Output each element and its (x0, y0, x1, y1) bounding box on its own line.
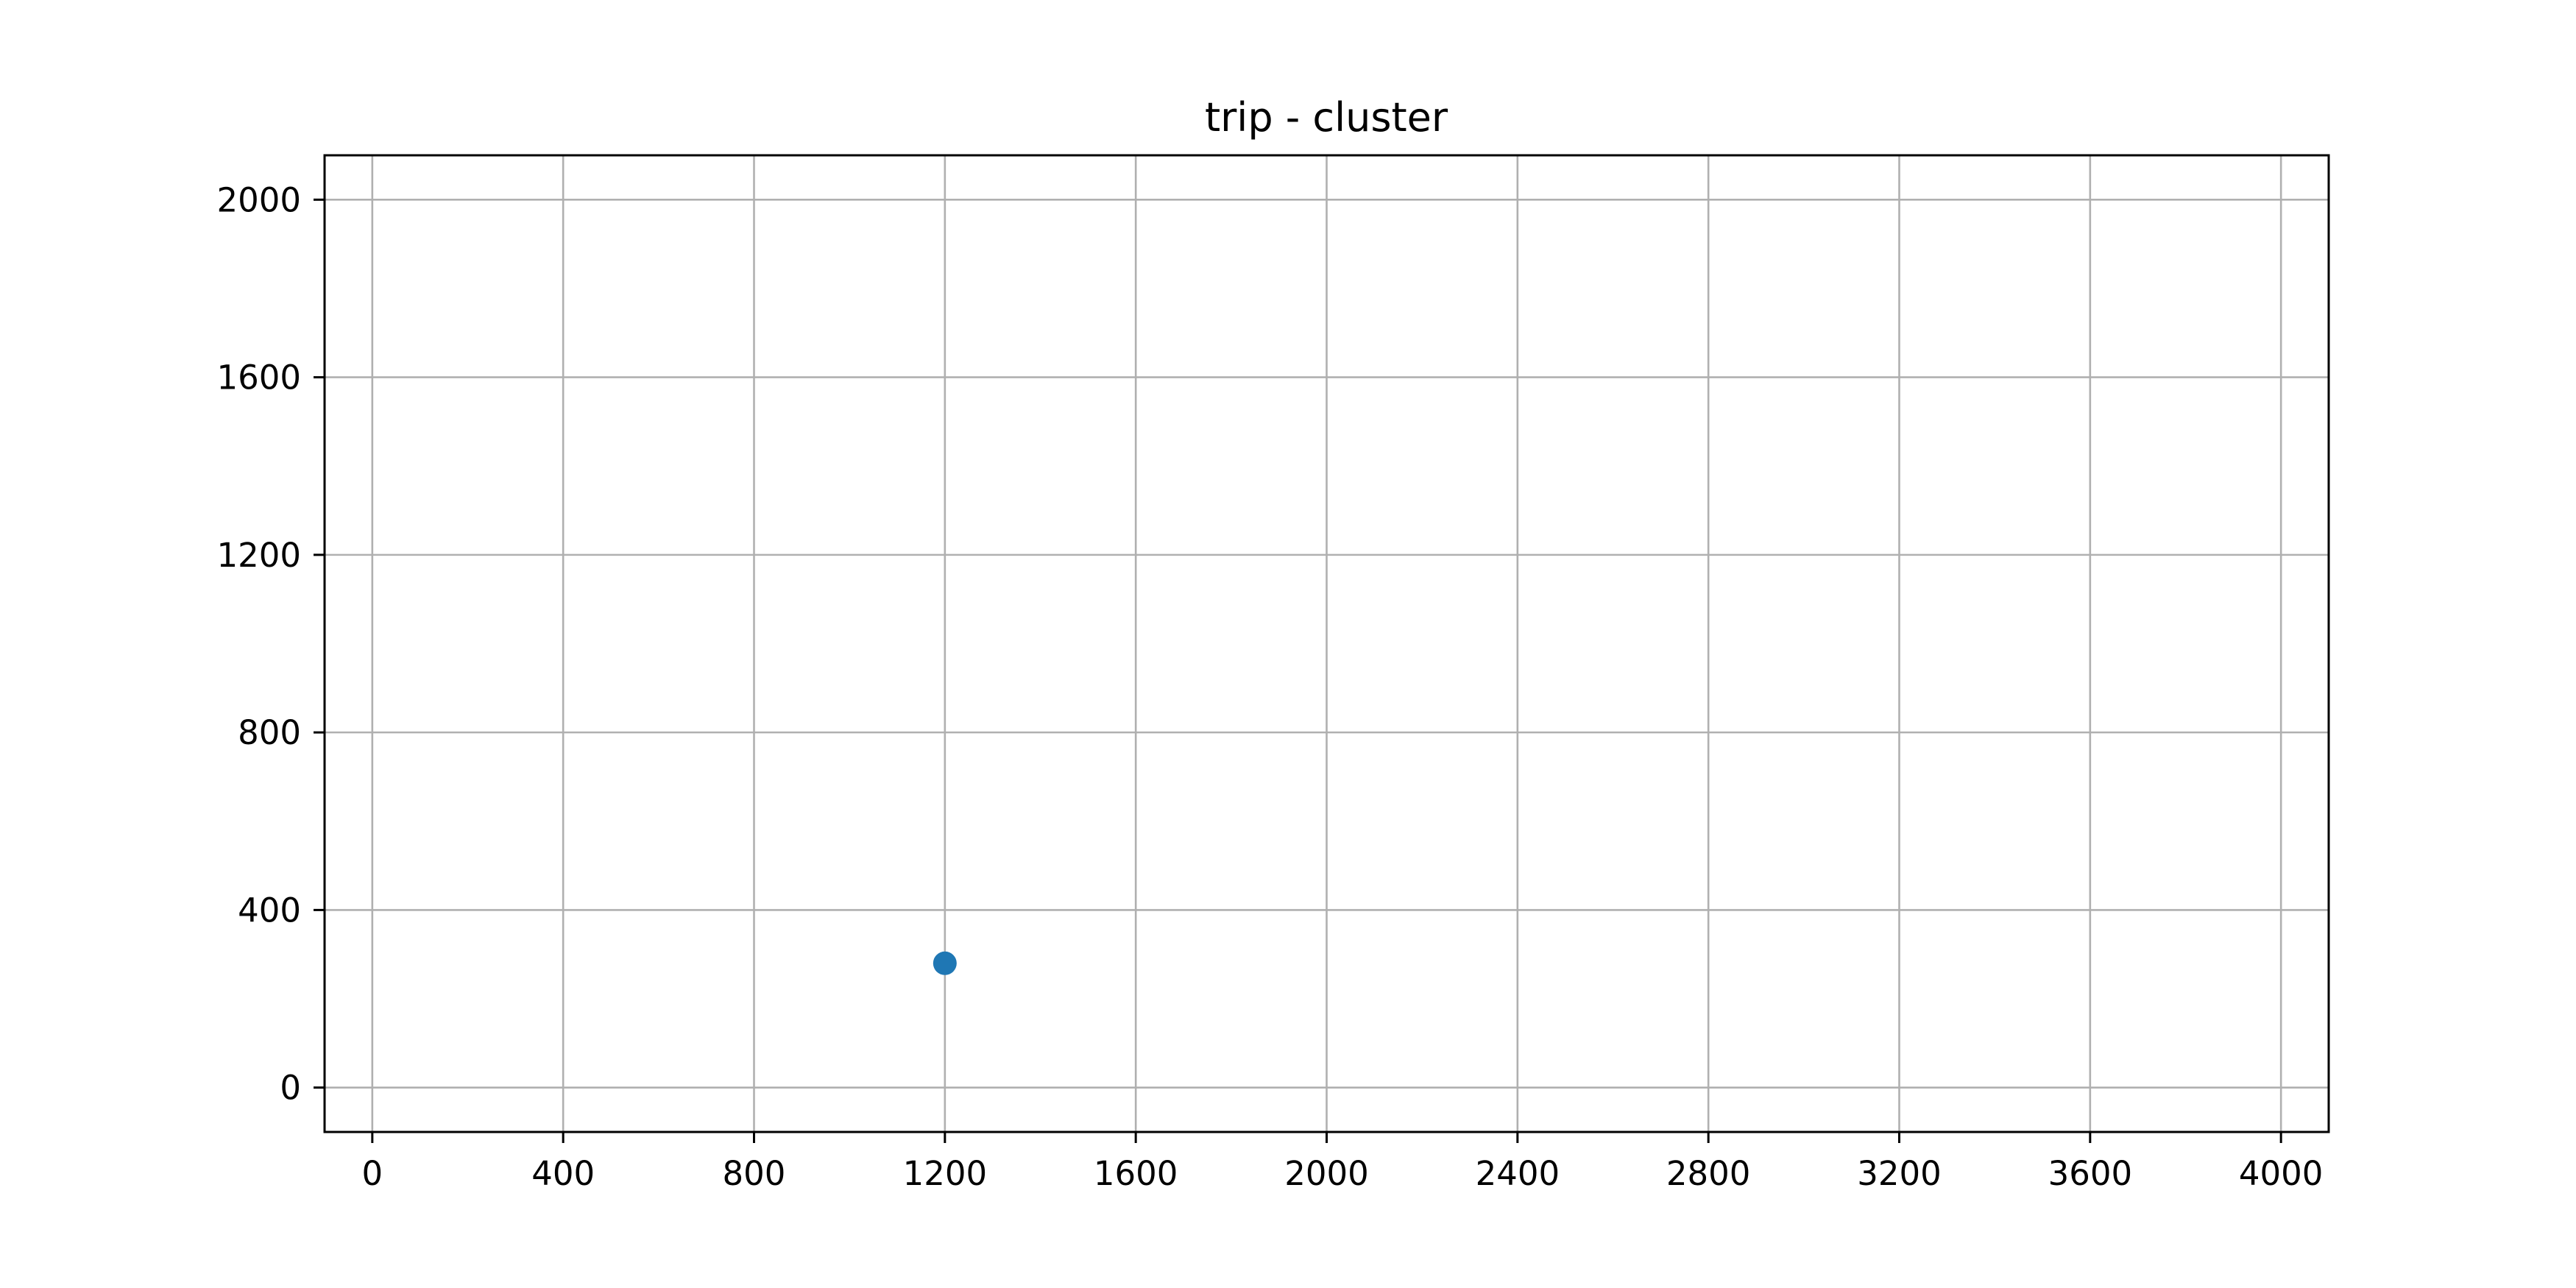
y-tick-label-400: 400 (238, 891, 301, 930)
y-tick-label-2000: 2000 (216, 180, 301, 219)
x-tick-label-400: 400 (531, 1154, 595, 1193)
y-tick-label-0: 0 (280, 1069, 301, 1108)
x-tick-label-4000: 4000 (2239, 1154, 2324, 1193)
y-tick-label-1200: 1200 (216, 536, 301, 575)
plot-area-frame (323, 154, 2330, 1133)
y-tick-label-1600: 1600 (216, 358, 301, 397)
y-tick-label-800: 800 (238, 713, 301, 752)
x-tick-label-1200: 1200 (903, 1154, 988, 1193)
data-points (933, 951, 957, 975)
x-tick-label-3200: 3200 (1857, 1154, 1942, 1193)
x-tick-label-0: 0 (362, 1154, 383, 1193)
data-point-0-0 (933, 951, 957, 975)
x-tick-label-2000: 2000 (1284, 1154, 1369, 1193)
x-tick-label-2800: 2800 (1666, 1154, 1751, 1193)
x-tick-label-1600: 1600 (1094, 1154, 1178, 1193)
grid-lines (325, 155, 2329, 1132)
chart-title: trip - cluster (1205, 94, 1448, 141)
x-tick-label-800: 800 (723, 1154, 786, 1193)
axis-ticks: 0 400 800 1200 1600 2000 2400 2800 3200 3600 4000 0… (216, 180, 2323, 1193)
x-tick-label-3600: 3600 (2048, 1154, 2133, 1193)
x-tick-label-2400: 2400 (1476, 1154, 1560, 1193)
